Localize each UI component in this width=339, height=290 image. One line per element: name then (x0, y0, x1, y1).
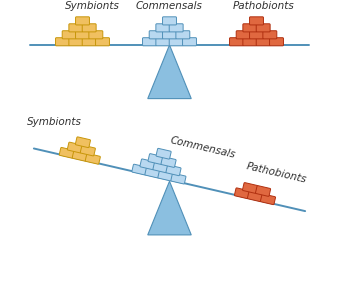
FancyBboxPatch shape (256, 38, 270, 46)
FancyBboxPatch shape (169, 24, 183, 32)
FancyBboxPatch shape (270, 38, 283, 46)
FancyBboxPatch shape (82, 38, 96, 46)
FancyBboxPatch shape (236, 31, 250, 39)
FancyBboxPatch shape (256, 24, 270, 32)
FancyBboxPatch shape (153, 162, 168, 173)
FancyBboxPatch shape (247, 191, 262, 202)
Text: Pathobionts: Pathobionts (245, 161, 307, 184)
Polygon shape (148, 181, 191, 235)
FancyBboxPatch shape (56, 38, 69, 46)
FancyBboxPatch shape (76, 17, 89, 25)
FancyBboxPatch shape (145, 167, 160, 178)
FancyBboxPatch shape (69, 24, 83, 32)
FancyBboxPatch shape (96, 38, 109, 46)
FancyBboxPatch shape (182, 38, 197, 46)
Text: Pathobionts: Pathobionts (233, 1, 294, 11)
Text: Commensals: Commensals (136, 1, 203, 11)
FancyBboxPatch shape (85, 153, 100, 164)
FancyBboxPatch shape (263, 31, 277, 39)
FancyBboxPatch shape (67, 142, 82, 153)
Text: Symbionts: Symbionts (65, 1, 120, 11)
FancyBboxPatch shape (235, 188, 250, 199)
FancyBboxPatch shape (69, 38, 83, 46)
FancyBboxPatch shape (156, 38, 170, 46)
FancyBboxPatch shape (171, 173, 186, 184)
FancyBboxPatch shape (250, 17, 263, 25)
FancyBboxPatch shape (260, 194, 276, 205)
FancyBboxPatch shape (89, 31, 103, 39)
FancyBboxPatch shape (256, 186, 271, 196)
FancyBboxPatch shape (243, 38, 257, 46)
FancyBboxPatch shape (230, 38, 243, 46)
FancyBboxPatch shape (158, 170, 173, 181)
FancyBboxPatch shape (75, 137, 91, 148)
FancyBboxPatch shape (62, 31, 76, 39)
Text: Commensals: Commensals (170, 135, 237, 160)
FancyBboxPatch shape (72, 151, 87, 161)
FancyBboxPatch shape (176, 31, 190, 39)
FancyBboxPatch shape (156, 148, 171, 159)
FancyBboxPatch shape (82, 24, 96, 32)
FancyBboxPatch shape (149, 31, 163, 39)
FancyBboxPatch shape (142, 38, 157, 46)
FancyBboxPatch shape (169, 38, 183, 46)
FancyBboxPatch shape (76, 31, 89, 39)
FancyBboxPatch shape (140, 159, 155, 170)
FancyBboxPatch shape (243, 24, 257, 32)
Text: Symbionts: Symbionts (27, 117, 82, 127)
FancyBboxPatch shape (156, 24, 170, 32)
FancyBboxPatch shape (162, 17, 177, 25)
FancyBboxPatch shape (132, 164, 147, 175)
FancyBboxPatch shape (80, 145, 95, 156)
FancyBboxPatch shape (148, 154, 163, 164)
FancyBboxPatch shape (59, 147, 74, 158)
FancyBboxPatch shape (162, 31, 177, 39)
FancyBboxPatch shape (166, 165, 181, 176)
FancyBboxPatch shape (242, 183, 258, 193)
FancyBboxPatch shape (161, 157, 176, 167)
FancyBboxPatch shape (250, 31, 263, 39)
Polygon shape (148, 45, 191, 99)
